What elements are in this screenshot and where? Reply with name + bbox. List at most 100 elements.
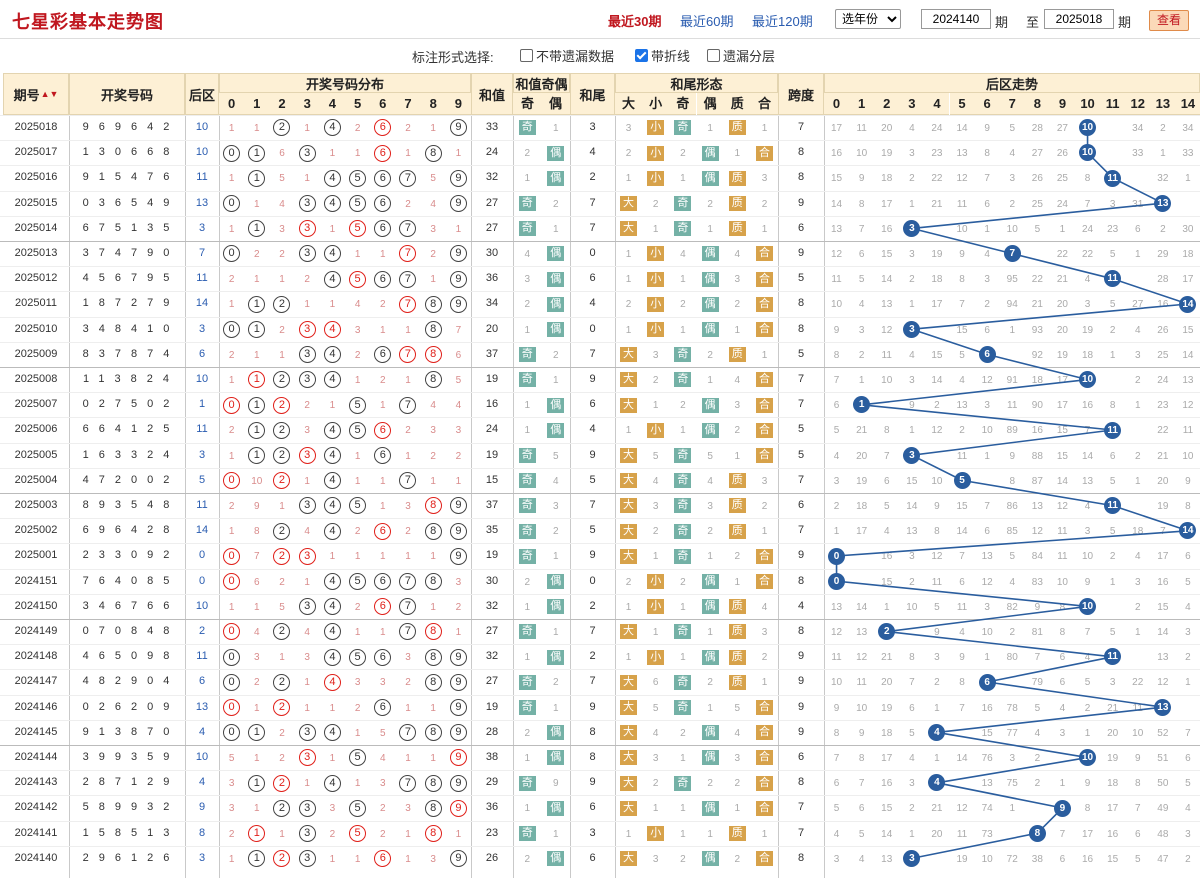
trend-miss: 2 — [1134, 450, 1141, 462]
trend-miss: 11 — [856, 123, 867, 134]
tail-form-header: 和尾形态 — [615, 73, 778, 93]
no-miss-option[interactable]: 不带遗漏数据 — [520, 46, 614, 65]
dist-cell: 1 — [345, 846, 370, 871]
sum-oe-cell: 奇 — [513, 191, 542, 216]
form-miss: 3 — [734, 400, 741, 412]
dist-cell: 1 — [244, 594, 269, 619]
page-title: 七星彩基本走势图 — [12, 12, 164, 32]
tail-cell: 3 — [589, 826, 596, 839]
dist-cell: 1 — [345, 140, 370, 165]
with-line-label: 带折线 — [651, 49, 691, 64]
dist-miss: 2 — [354, 601, 361, 613]
with-line-option[interactable]: 带折线 — [635, 46, 690, 65]
dist-ball: 8 — [424, 724, 442, 742]
form-tag: 小 — [647, 422, 665, 438]
trend-miss-cell: 2 — [899, 165, 924, 190]
oe-tag: 偶 — [547, 397, 565, 413]
oe-miss: 4 — [524, 249, 531, 260]
dist-miss: 1 — [228, 173, 235, 185]
recent-30-link[interactable]: 最近30期 — [608, 14, 662, 29]
issue-cell: 2025008 — [14, 373, 58, 385]
trend-miss: 72 — [1006, 853, 1018, 865]
query-button[interactable]: 查看 — [1149, 10, 1189, 31]
trend-miss: 49 — [1157, 803, 1169, 815]
trend-miss-cell — [899, 619, 924, 644]
form-tag: 质 — [728, 498, 746, 514]
trend-miss-cell: 81 — [1025, 619, 1050, 644]
dist-ball: 1 — [248, 446, 266, 464]
dist-ball: 1 — [248, 144, 266, 162]
form-tag: 偶 — [701, 397, 719, 413]
miss-layer-option[interactable]: 遗漏分层 — [707, 46, 775, 65]
trend-miss-cell: 5 — [1175, 770, 1200, 795]
trend-miss: 12 — [931, 551, 943, 563]
dist-cell: 1 — [320, 140, 345, 165]
form-miss: 5 — [707, 450, 713, 462]
sum-cell: 36 — [485, 801, 499, 814]
oe-tag: 偶 — [547, 800, 565, 816]
tail-form-cell: 1 — [724, 443, 751, 468]
dist-miss: 1 — [405, 324, 411, 336]
recent-60-link[interactable]: 最近60期 — [680, 14, 734, 29]
trend-miss: 4 — [909, 123, 915, 134]
oe-miss: 3 — [524, 274, 531, 286]
tail-form-cell: 2 — [697, 669, 724, 694]
miss-layer-checkbox[interactable] — [707, 49, 720, 62]
trend-miss: 3 — [833, 853, 840, 865]
with-line-checkbox[interactable] — [635, 49, 648, 62]
dist-ball: 3 — [298, 320, 316, 338]
trend-miss: 21 — [881, 652, 893, 664]
trend-miss-cell: 17 — [1100, 795, 1125, 820]
trend-ball: 2 — [878, 623, 896, 641]
recent-120-link[interactable]: 最近120期 — [752, 14, 813, 29]
sum-oe-cell: 1 — [513, 594, 542, 619]
form-miss: 1 — [625, 249, 632, 260]
dist-ball: 6 — [374, 346, 392, 364]
no-miss-checkbox[interactable] — [520, 49, 533, 62]
trend-miss-cell: 8 — [1050, 594, 1075, 619]
from-issue-input[interactable] — [921, 9, 991, 29]
dist-miss: 3 — [304, 425, 310, 437]
trend-miss-cell: 18 — [1175, 241, 1200, 266]
trend-miss: 2 — [1185, 853, 1191, 865]
tail-form-cell: 4 — [724, 367, 751, 392]
trend-miss-cell: 8 — [849, 191, 874, 216]
dist-cell: 1 — [370, 317, 395, 342]
trend-miss-cell: 14 — [874, 266, 899, 291]
trend-miss: 18 — [856, 501, 868, 512]
tail-form-cell: 小 — [642, 241, 669, 266]
dist-header: 开奖号码分布 — [219, 73, 471, 93]
sum-cell: 24 — [485, 423, 499, 436]
form-tag: 大 — [620, 447, 637, 463]
dist-miss: 2 — [228, 828, 235, 840]
tail-form-cell: 2 — [642, 367, 669, 392]
trend-miss: 19 — [1107, 753, 1119, 764]
dist-ball: 0 — [223, 572, 241, 590]
trend-miss: 6 — [1059, 677, 1066, 689]
trend-miss-cell: 3 — [1175, 619, 1200, 644]
dist-miss: 2 — [354, 702, 361, 714]
trend-miss-cell: 3 — [824, 468, 849, 493]
numbers-cell: 036549 — [82, 196, 180, 209]
to-issue-input[interactable] — [1044, 9, 1114, 29]
trend-miss-cell: 86 — [1000, 493, 1025, 518]
issue-header[interactable]: 期号 ▲▼ — [3, 73, 69, 115]
trend-miss-cell: 33 — [1175, 140, 1200, 165]
dist-ball: 6 — [374, 522, 392, 540]
trend-miss: 22 — [1081, 249, 1094, 260]
trend-miss-cell: 16 — [1100, 821, 1125, 846]
trend-miss: 2 — [833, 501, 840, 512]
trend-miss: 25 — [1056, 173, 1068, 185]
oe-miss: 5 — [552, 450, 559, 462]
form-tag: 质 — [728, 195, 746, 211]
dist-miss: 4 — [455, 400, 462, 412]
trend-miss: 1 — [984, 652, 990, 664]
year-select[interactable]: 选年份 — [835, 9, 901, 29]
dist-miss: 2 — [430, 450, 436, 462]
tail-form-cell: 1 — [615, 644, 642, 669]
sum-oe-cell: 奇 — [513, 342, 542, 367]
dist-col-header: 0 — [219, 93, 245, 115]
trend-miss-cell: 92 — [1025, 342, 1050, 367]
dist-ball: 6 — [374, 144, 392, 162]
trend-miss-cell: 13 — [1150, 644, 1175, 669]
